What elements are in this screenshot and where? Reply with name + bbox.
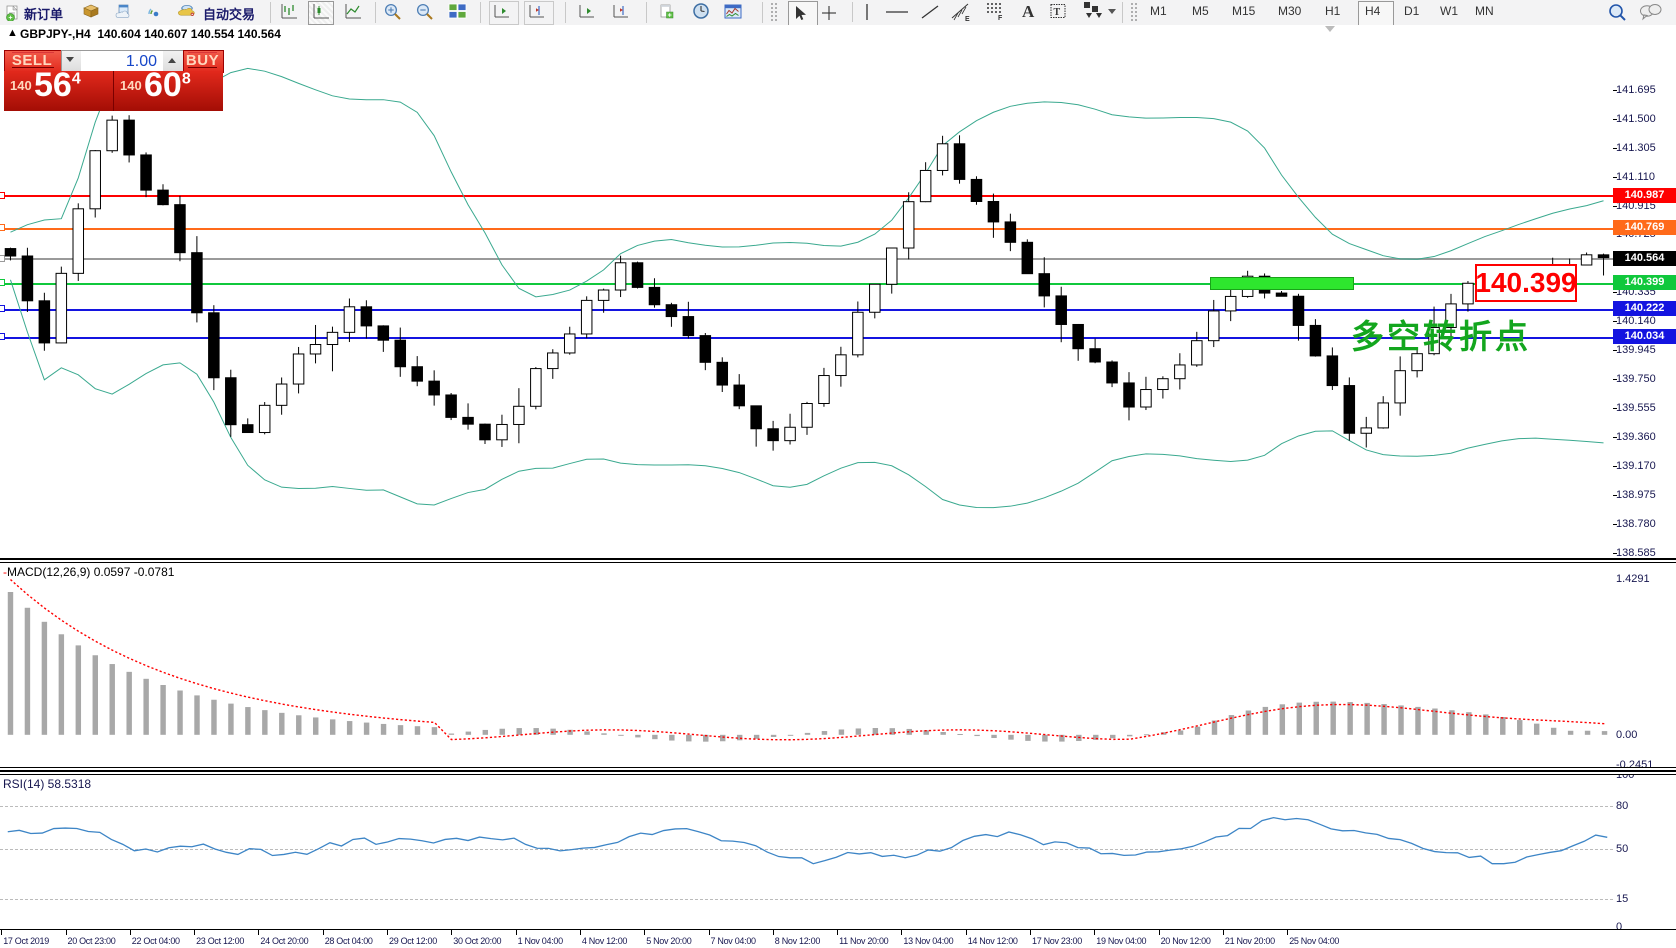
svg-text:T: T: [1054, 7, 1061, 18]
svg-text:F: F: [998, 15, 1003, 21]
svg-text:E: E: [965, 16, 970, 22]
